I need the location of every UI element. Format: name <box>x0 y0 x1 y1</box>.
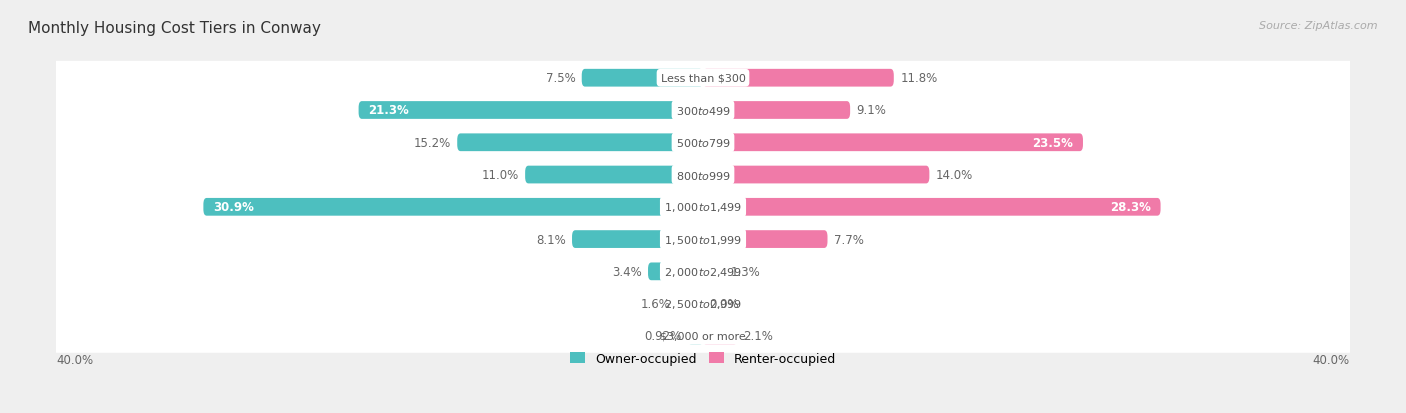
FancyBboxPatch shape <box>204 199 703 216</box>
FancyBboxPatch shape <box>703 199 1160 216</box>
Text: Source: ZipAtlas.com: Source: ZipAtlas.com <box>1260 21 1378 31</box>
Text: 11.8%: 11.8% <box>900 72 938 85</box>
FancyBboxPatch shape <box>648 263 703 280</box>
Text: $800 to $999: $800 to $999 <box>675 169 731 181</box>
FancyBboxPatch shape <box>703 327 737 345</box>
Text: 40.0%: 40.0% <box>56 353 93 366</box>
FancyBboxPatch shape <box>52 62 1354 95</box>
FancyBboxPatch shape <box>52 158 1354 192</box>
FancyBboxPatch shape <box>703 263 724 280</box>
FancyBboxPatch shape <box>703 134 1083 152</box>
Text: Monthly Housing Cost Tiers in Conway: Monthly Housing Cost Tiers in Conway <box>28 21 321 36</box>
Text: $500 to $799: $500 to $799 <box>675 137 731 149</box>
Text: 2.1%: 2.1% <box>744 330 773 342</box>
FancyBboxPatch shape <box>52 126 1354 160</box>
FancyBboxPatch shape <box>52 190 1354 224</box>
FancyBboxPatch shape <box>582 70 703 88</box>
FancyBboxPatch shape <box>703 102 851 120</box>
FancyBboxPatch shape <box>52 94 1354 128</box>
Text: $300 to $499: $300 to $499 <box>675 105 731 117</box>
FancyBboxPatch shape <box>688 327 703 345</box>
FancyBboxPatch shape <box>52 287 1354 321</box>
Text: 11.0%: 11.0% <box>481 169 519 182</box>
FancyBboxPatch shape <box>52 319 1354 353</box>
FancyBboxPatch shape <box>52 223 1354 256</box>
FancyBboxPatch shape <box>457 134 703 152</box>
Text: 21.3%: 21.3% <box>368 104 409 117</box>
Text: $3,000 or more: $3,000 or more <box>661 331 745 341</box>
Text: 40.0%: 40.0% <box>1313 353 1350 366</box>
Text: 30.9%: 30.9% <box>214 201 254 214</box>
Text: 1.6%: 1.6% <box>641 297 671 310</box>
Text: 8.1%: 8.1% <box>536 233 565 246</box>
Text: 28.3%: 28.3% <box>1109 201 1152 214</box>
Text: 15.2%: 15.2% <box>413 136 451 150</box>
FancyBboxPatch shape <box>703 166 929 184</box>
FancyBboxPatch shape <box>703 230 828 248</box>
FancyBboxPatch shape <box>703 70 894 88</box>
Text: Less than $300: Less than $300 <box>661 74 745 83</box>
Text: 14.0%: 14.0% <box>936 169 973 182</box>
Text: $2,000 to $2,499: $2,000 to $2,499 <box>664 265 742 278</box>
Text: 0.0%: 0.0% <box>710 297 740 310</box>
Text: 7.5%: 7.5% <box>546 72 575 85</box>
FancyBboxPatch shape <box>52 255 1354 289</box>
Text: 23.5%: 23.5% <box>1032 136 1073 150</box>
Text: 7.7%: 7.7% <box>834 233 863 246</box>
FancyBboxPatch shape <box>359 102 703 120</box>
FancyBboxPatch shape <box>678 295 703 313</box>
Text: 0.92%: 0.92% <box>644 330 682 342</box>
FancyBboxPatch shape <box>572 230 703 248</box>
Text: $1,500 to $1,999: $1,500 to $1,999 <box>664 233 742 246</box>
Text: 1.3%: 1.3% <box>731 265 761 278</box>
Legend: Owner-occupied, Renter-occupied: Owner-occupied, Renter-occupied <box>565 347 841 370</box>
Text: $1,000 to $1,499: $1,000 to $1,499 <box>664 201 742 214</box>
Text: $2,500 to $2,999: $2,500 to $2,999 <box>664 297 742 310</box>
Text: 3.4%: 3.4% <box>612 265 641 278</box>
FancyBboxPatch shape <box>526 166 703 184</box>
Text: 9.1%: 9.1% <box>856 104 886 117</box>
